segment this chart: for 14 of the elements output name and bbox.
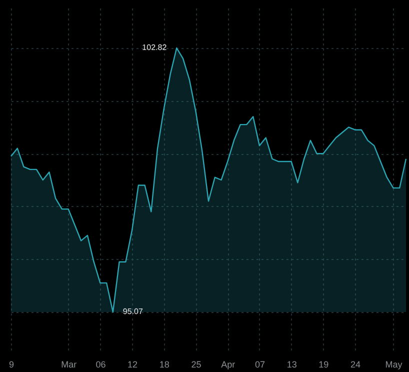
x-tick-label: May [385, 360, 403, 370]
x-tick-label: 19 [318, 360, 329, 370]
annotation: 95.07 [122, 307, 144, 316]
x-tick-label: 25 [191, 360, 202, 370]
x-tick-label: 18 [159, 360, 170, 370]
x-tick-label: 07 [254, 360, 265, 370]
x-tick-label: Apr [221, 360, 236, 370]
x-tick-label: 06 [96, 360, 106, 370]
x-tick-label: Mar [61, 360, 77, 370]
annotation: 102.82 [142, 43, 168, 52]
x-tick-label: 9 [8, 360, 14, 370]
x-tick-label: 13 [286, 360, 297, 370]
x-tick-label: 24 [350, 360, 361, 370]
x-tick-label: 12 [128, 360, 138, 370]
